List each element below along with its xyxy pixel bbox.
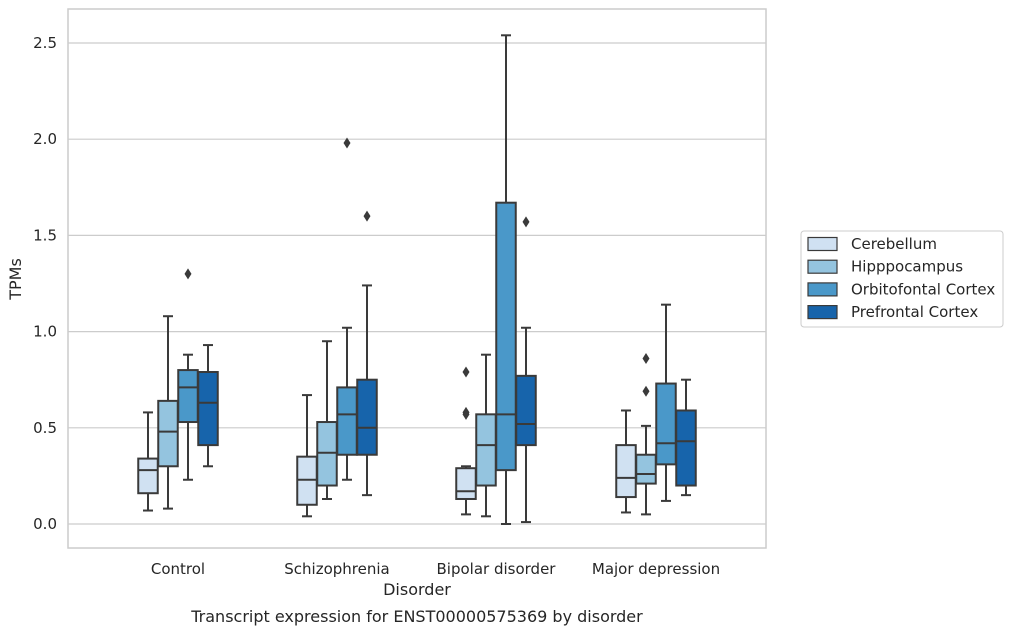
x-tick-label: Schizophrenia: [284, 560, 389, 578]
box-iqr: [197, 371, 219, 447]
legend-label: Orbitofontal Cortex: [851, 280, 995, 298]
box-iqr: [356, 378, 378, 456]
box-iqr: [635, 453, 657, 485]
x-tick-label: Bipolar disorder: [437, 560, 557, 578]
outlier-point: [184, 268, 192, 280]
legend-label: Hipppocampus: [851, 258, 963, 276]
x-axis-label: Disorder: [383, 580, 451, 599]
box-hipppocampus: [316, 340, 338, 500]
outlier-point: [462, 408, 470, 420]
legend-swatch: [807, 305, 838, 320]
box-cerebellum: [137, 411, 159, 512]
grid-lines: [68, 42, 766, 525]
box-iqr: [177, 369, 199, 424]
box-hipppocampus: [157, 315, 179, 510]
y-tick-label: 1.0: [33, 323, 57, 341]
plot-frame: [67, 8, 767, 549]
box-orbitofontal-cortex: [655, 303, 677, 502]
y-tick-label: 1.5: [33, 226, 57, 244]
legend-frame: [800, 230, 1004, 328]
box-prefrontal-cortex: [356, 210, 378, 497]
legend: Cerebellum Hipppocampus Orbitofontal Corte…: [800, 230, 1004, 328]
legend-label: Cerebellum: [851, 235, 937, 253]
outlier-point: [642, 353, 650, 365]
box-iqr: [655, 382, 677, 466]
legend-swatch: [807, 236, 838, 252]
box-cerebellum: [615, 409, 637, 514]
legend-swatch: [807, 282, 838, 297]
y-axis-label: TPMs: [6, 258, 25, 301]
outlier-point: [642, 385, 650, 397]
box-iqr: [515, 374, 537, 447]
box-iqr: [137, 457, 159, 495]
y-tick-label: 2.5: [33, 34, 57, 52]
x-tick-label: Control: [151, 560, 205, 578]
outlier-point: [462, 366, 470, 378]
box-iqr: [336, 386, 358, 456]
box-iqr: [675, 409, 697, 487]
box-iqr: [475, 413, 497, 487]
plot-area: [137, 34, 697, 525]
chart-caption: Transcript expression for ENST0000057536…: [190, 607, 643, 626]
outlier-point: [522, 216, 530, 228]
x-tick-labels: Control Schizophrenia Bipolar disorder Majo…: [151, 560, 720, 578]
box-orbitofontal-cortex: [177, 268, 199, 481]
legend-swatch: [807, 259, 838, 274]
y-tick-label: 0.5: [33, 419, 57, 437]
box-hipppocampus: [475, 353, 497, 518]
y-tick-label: 2.0: [33, 130, 57, 148]
box-cerebellum: [455, 366, 477, 516]
box-orbitofontal-cortex: [495, 34, 517, 525]
outlier-point: [343, 137, 351, 149]
box-prefrontal-cortex: [515, 216, 537, 524]
x-tick-label: Major depression: [592, 560, 720, 578]
legend-label: Prefrontal Cortex: [851, 303, 978, 321]
box-iqr: [495, 201, 517, 472]
box-prefrontal-cortex: [197, 344, 219, 468]
y-tick-labels: 0.0 0.5 1.0 1.5 2.0 2.5: [33, 34, 57, 533]
box-prefrontal-cortex: [675, 378, 697, 497]
box-cerebellum: [296, 394, 318, 518]
box-orbitofontal-cortex: [336, 137, 358, 481]
box-iqr: [455, 467, 477, 500]
y-tick-label: 0.0: [33, 515, 57, 533]
outlier-point: [363, 210, 371, 222]
box-iqr: [157, 399, 179, 468]
box-hipppocampus: [635, 353, 657, 516]
box-iqr: [615, 444, 637, 499]
